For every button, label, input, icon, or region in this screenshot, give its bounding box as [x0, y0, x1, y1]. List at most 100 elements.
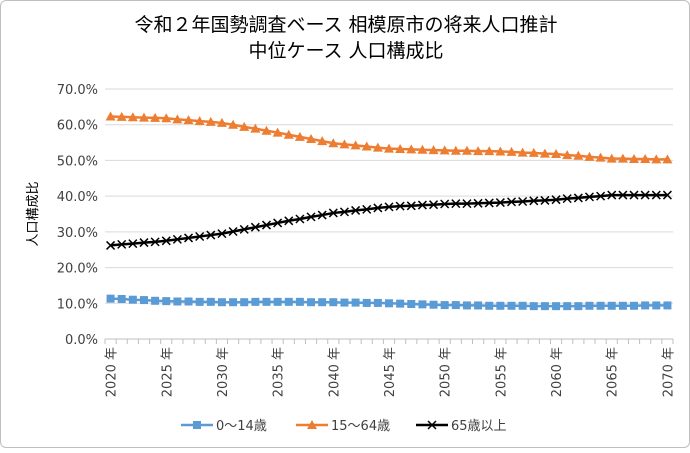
legend-marker — [427, 420, 437, 430]
data-point — [617, 153, 628, 163]
x-tick-label: 2055 年 — [494, 347, 509, 397]
data-point — [640, 154, 651, 163]
data-point — [261, 125, 272, 135]
data-point — [461, 145, 472, 155]
data-point — [584, 151, 595, 161]
data-point — [506, 146, 517, 156]
data-point — [328, 138, 339, 148]
data-point — [607, 301, 616, 310]
series-1 — [106, 294, 672, 311]
data-point — [552, 302, 561, 311]
data-point — [273, 218, 283, 228]
data-point — [351, 205, 361, 215]
data-point — [474, 301, 483, 310]
data-point — [629, 154, 640, 163]
data-point — [194, 116, 205, 126]
data-point — [440, 199, 450, 209]
chart-title-line-2: 中位ケース 人口構成比 — [248, 40, 443, 62]
data-point — [239, 121, 250, 131]
data-point — [451, 301, 460, 310]
data-point — [216, 117, 227, 127]
x-tick-label: 2045 年 — [383, 347, 398, 397]
x-tick-label: 2065 年 — [606, 347, 621, 397]
data-point — [584, 192, 595, 202]
data-point — [539, 148, 550, 158]
data-point — [217, 298, 226, 307]
legend-marker — [193, 421, 201, 429]
data-point — [195, 297, 204, 306]
data-point — [428, 145, 439, 155]
data-point — [517, 147, 528, 157]
data-point — [630, 301, 639, 310]
data-point — [172, 234, 182, 244]
data-point — [294, 131, 305, 141]
data-point — [484, 146, 495, 156]
data-point — [451, 199, 461, 209]
legend-marker — [307, 420, 317, 429]
data-point — [529, 196, 539, 206]
data-point — [317, 136, 328, 146]
data-point — [318, 298, 327, 307]
legend-label: 15～64歳 — [331, 419, 390, 434]
data-point — [250, 123, 261, 133]
data-point — [651, 190, 661, 200]
data-point — [183, 115, 194, 125]
data-point — [106, 294, 115, 303]
data-point — [284, 216, 294, 226]
y-tick-label: 30.0% — [57, 226, 98, 241]
data-point — [229, 298, 238, 307]
data-point — [596, 301, 605, 310]
data-point — [462, 199, 472, 209]
data-point — [496, 301, 505, 310]
data-point — [417, 200, 427, 210]
x-tick-label: 2030 年 — [216, 347, 231, 397]
y-axis-label: 人口構成比 — [26, 181, 41, 246]
data-point — [161, 236, 171, 246]
data-point — [217, 229, 227, 239]
data-point — [139, 238, 149, 248]
data-point — [450, 145, 461, 155]
data-point — [272, 127, 283, 137]
data-point — [117, 239, 127, 249]
data-point — [417, 144, 428, 154]
data-point — [618, 190, 628, 200]
y-tick-label: 10.0% — [57, 297, 98, 312]
data-point — [507, 301, 516, 310]
data-point — [373, 203, 383, 213]
data-point — [295, 214, 305, 224]
data-point — [652, 301, 661, 310]
series-line — [110, 115, 668, 161]
data-point — [395, 144, 406, 153]
data-point — [172, 114, 183, 124]
data-point — [439, 145, 450, 155]
data-point — [250, 222, 260, 232]
data-point — [518, 301, 527, 310]
data-point — [128, 239, 138, 249]
data-point — [105, 111, 116, 121]
data-point — [484, 198, 494, 208]
data-point — [440, 301, 449, 310]
data-point — [161, 113, 172, 123]
legend-label: 0～14歳 — [216, 419, 267, 434]
data-point — [262, 297, 271, 306]
data-point — [606, 153, 617, 163]
data-point — [473, 146, 484, 156]
x-tick-label: 2050 年 — [439, 347, 454, 397]
data-point — [139, 296, 148, 305]
data-point — [406, 144, 417, 154]
data-point — [395, 201, 405, 211]
data-point — [239, 224, 249, 234]
data-point — [562, 150, 573, 160]
data-point — [563, 302, 572, 311]
data-point — [629, 190, 639, 200]
series-3 — [106, 190, 672, 250]
data-point — [184, 297, 193, 306]
data-point — [317, 210, 327, 220]
data-point — [329, 298, 338, 307]
data-point — [306, 212, 316, 222]
data-point — [551, 195, 561, 205]
data-point — [640, 190, 650, 200]
data-point — [372, 142, 383, 152]
data-point — [518, 196, 528, 207]
